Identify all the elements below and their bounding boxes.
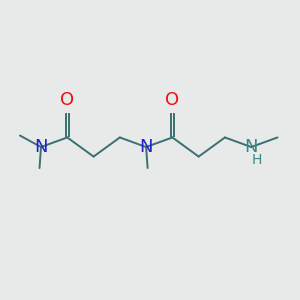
Text: N: N <box>140 138 153 156</box>
Text: N: N <box>34 138 48 156</box>
Text: N: N <box>244 138 258 156</box>
Text: O: O <box>60 91 74 109</box>
Text: H: H <box>251 153 262 166</box>
Text: O: O <box>165 91 179 109</box>
